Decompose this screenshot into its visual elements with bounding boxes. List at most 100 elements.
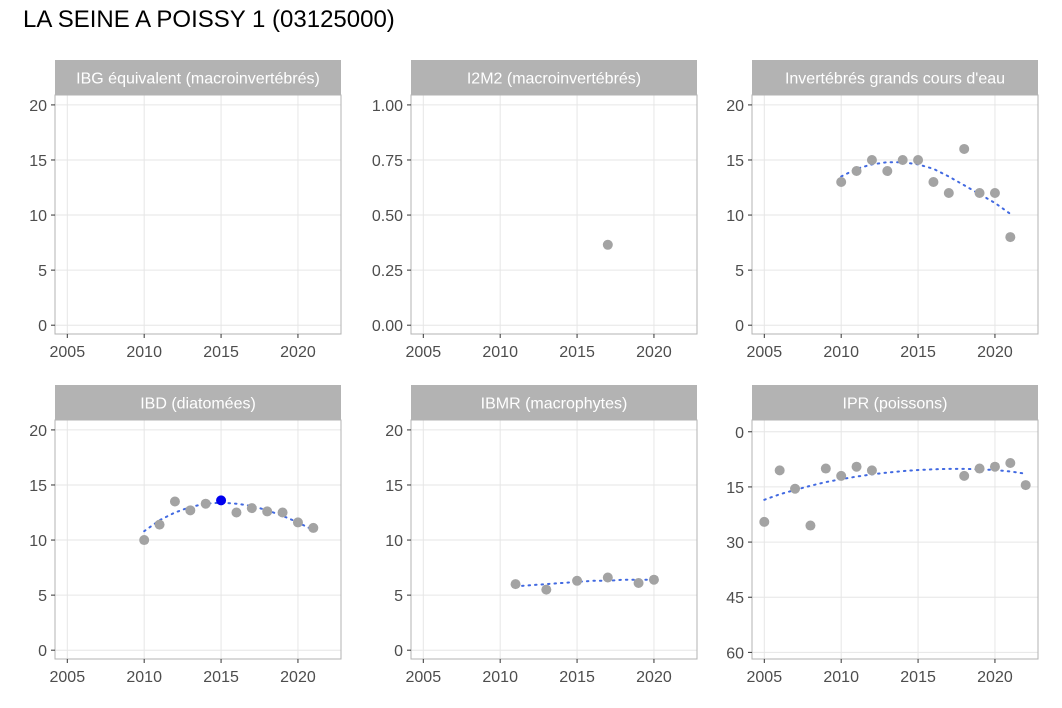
y-tick-label: 5 <box>38 588 47 605</box>
panel-strip <box>55 385 341 420</box>
y-tick-label: 15 <box>29 153 47 170</box>
panel-title: IPR (poissons) <box>843 396 948 413</box>
data-point <box>989 188 1000 199</box>
x-tick-label: 2010 <box>482 669 518 686</box>
data-point <box>1005 458 1016 469</box>
y-tick-label: 15 <box>29 478 47 495</box>
y-tick-label: 15 <box>726 153 744 170</box>
x-tick-label: 2005 <box>747 344 783 361</box>
data-point <box>836 470 847 481</box>
y-tick-label: 10 <box>726 208 744 225</box>
x-tick-label: 2015 <box>203 344 239 361</box>
data-point <box>790 483 801 494</box>
x-tick-label: 2020 <box>636 344 672 361</box>
panel-title: IBD (diatomées) <box>140 396 256 413</box>
y-tick-label: 15 <box>385 478 403 495</box>
panel-strip <box>411 60 697 95</box>
y-tick-label: 0 <box>38 643 47 660</box>
panel-2: I2M2 (macroinvertébrés) 0.00 0.25 0.50 0.75 1… <box>372 60 698 361</box>
x-tick-label: 2015 <box>900 669 936 686</box>
y-tick-label: 10 <box>29 208 47 225</box>
panel-border <box>751 419 1039 660</box>
x-tick-label: 2020 <box>280 669 316 686</box>
data-point <box>851 165 862 176</box>
trend-line <box>143 501 315 533</box>
data-point <box>169 496 180 507</box>
x-tick-label: 2015 <box>559 344 595 361</box>
data-point <box>246 503 257 514</box>
panel-border <box>751 94 1039 335</box>
chart-title: LA SEINE A POISSY 1 (03125000) <box>23 6 395 33</box>
panel-title: Invertébrés grands cours d'eau <box>785 71 1005 88</box>
y-tick-label: 1.00 <box>372 98 403 115</box>
x-tick-label: 2005 <box>50 344 86 361</box>
panel-strip <box>411 385 697 420</box>
data-point <box>1005 232 1016 243</box>
data-point <box>1020 480 1031 491</box>
data-point <box>308 522 319 533</box>
x-tick-label: 2015 <box>559 669 595 686</box>
data-point <box>836 177 847 188</box>
y-tick-label: 60 <box>726 645 744 662</box>
data-point <box>541 584 552 595</box>
y-tick-label: 0 <box>735 425 744 442</box>
data-point <box>928 177 939 188</box>
panel-5: IBMR (macrophytes) 0 5 10 15 20 2005 2010 2015 20… <box>385 385 698 686</box>
x-tick-label: 2010 <box>126 344 162 361</box>
data-point <box>851 461 862 472</box>
data-point <box>648 574 659 585</box>
data-point <box>633 578 644 589</box>
panel-1: IBG équivalent (macroinvertébrés) 0 5 10 15 2… <box>29 60 342 361</box>
x-tick-label: 2010 <box>126 669 162 686</box>
y-tick-label: 15 <box>726 480 744 497</box>
x-tick-label: 2015 <box>900 344 936 361</box>
data-point <box>262 506 273 517</box>
plot-area <box>55 95 341 334</box>
panel-title: IBG équivalent (macroinvertébrés) <box>76 71 320 88</box>
data-point <box>185 505 196 516</box>
data-point <box>805 520 816 531</box>
y-tick-label: 5 <box>38 263 47 280</box>
data-point <box>897 154 908 165</box>
data-point <box>866 465 877 476</box>
y-tick-label: 20 <box>385 423 403 440</box>
plot-area <box>752 95 1038 334</box>
data-point <box>959 143 970 154</box>
x-tick-label: 2015 <box>203 669 239 686</box>
y-tick-label: 0.75 <box>372 153 403 170</box>
panel-border <box>54 419 342 660</box>
panel-4: IBD (diatomées) 0 5 10 15 20 2005 2010 2015 2020 <box>29 385 342 686</box>
panel-border <box>410 419 698 660</box>
y-tick-label: 0 <box>38 318 47 335</box>
data-point <box>231 507 242 518</box>
panel-3: Invertébrés grands cours d'eau0510152020… <box>726 60 1039 361</box>
x-tick-label: 2005 <box>406 669 442 686</box>
data-point <box>139 535 150 546</box>
panel-strip <box>55 60 341 95</box>
x-tick-label: 2005 <box>406 344 442 361</box>
data-point <box>154 519 165 530</box>
y-tick-label: 20 <box>726 98 744 115</box>
data-point <box>943 188 954 199</box>
data-point <box>974 463 985 474</box>
data-point <box>572 575 583 586</box>
y-tick-label: 0.00 <box>372 318 403 335</box>
data-point <box>959 470 970 481</box>
y-tick-label: 10 <box>385 533 403 550</box>
plot-area <box>411 420 697 659</box>
x-tick-label: 2010 <box>482 344 518 361</box>
y-tick-label: 5 <box>735 263 744 280</box>
y-tick-label: 45 <box>726 590 744 607</box>
panel-border <box>410 94 698 335</box>
x-tick-label: 2020 <box>977 344 1013 361</box>
panel-strip <box>752 60 1038 95</box>
x-tick-label: 2020 <box>977 669 1013 686</box>
x-tick-label: 2010 <box>823 344 859 361</box>
panel-title: I2M2 (macroinvertébrés) <box>467 71 641 88</box>
data-point <box>913 154 924 165</box>
data-point <box>602 239 613 250</box>
y-tick-label: 20 <box>29 423 47 440</box>
data-point <box>774 465 785 476</box>
x-tick-label: 2005 <box>50 669 86 686</box>
